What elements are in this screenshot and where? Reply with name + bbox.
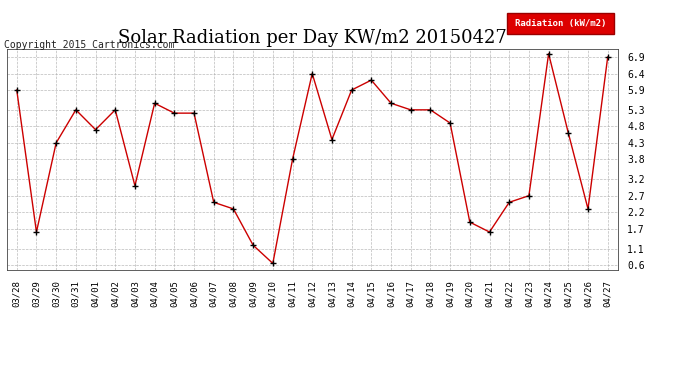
Text: Copyright 2015 Cartronics.com: Copyright 2015 Cartronics.com <box>4 40 174 50</box>
Title: Solar Radiation per Day KW/m2 20150427: Solar Radiation per Day KW/m2 20150427 <box>118 29 506 47</box>
Text: Radiation (kW/m2): Radiation (kW/m2) <box>515 19 607 28</box>
